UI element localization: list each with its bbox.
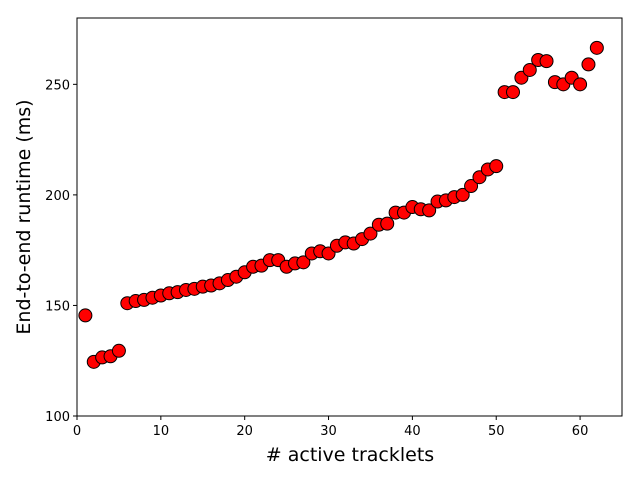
data-point bbox=[522, 62, 537, 77]
x-tick-label: 10 bbox=[153, 424, 170, 439]
data-point bbox=[464, 179, 479, 194]
y-tick-label: 200 bbox=[45, 189, 70, 204]
y-tick-label: 150 bbox=[45, 299, 70, 314]
data-point bbox=[539, 54, 554, 69]
data-point bbox=[111, 343, 126, 358]
y-tick-label: 250 bbox=[45, 78, 70, 93]
data-point bbox=[573, 77, 588, 92]
data-point bbox=[455, 187, 470, 202]
y-axis-label: End-to-end runtime (ms) bbox=[13, 99, 35, 334]
data-point bbox=[78, 308, 93, 323]
x-tick-label: 40 bbox=[404, 424, 421, 439]
x-tick-label: 0 bbox=[73, 424, 81, 439]
data-point bbox=[363, 226, 378, 241]
data-point bbox=[380, 216, 395, 231]
x-tick-label: 20 bbox=[236, 424, 253, 439]
x-tick-label: 60 bbox=[572, 424, 589, 439]
data-point bbox=[296, 255, 311, 270]
x-tick-label: 30 bbox=[320, 424, 337, 439]
plot-frame bbox=[76, 17, 623, 417]
data-point bbox=[489, 159, 504, 174]
x-tick-label: 50 bbox=[488, 424, 505, 439]
data-point bbox=[581, 57, 596, 72]
x-axis-label: # active tracklets bbox=[266, 444, 434, 466]
y-tick-label: 100 bbox=[45, 410, 70, 425]
data-point bbox=[506, 85, 520, 100]
data-point bbox=[589, 40, 604, 55]
data-point bbox=[422, 203, 437, 218]
